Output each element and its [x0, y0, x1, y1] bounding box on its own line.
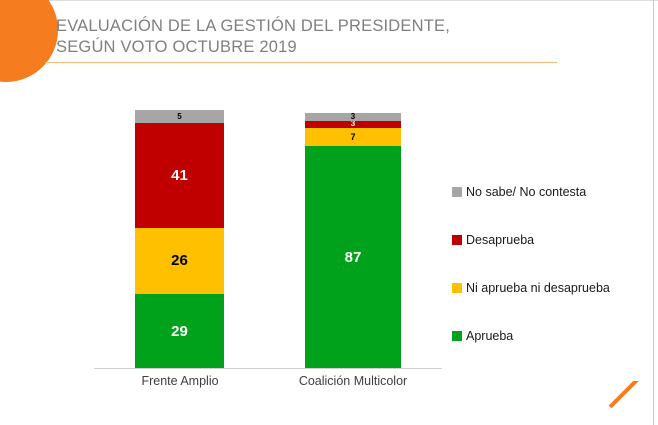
legend-item[interactable]: Aprueba — [452, 312, 652, 360]
slide-right-border — [653, 0, 654, 425]
legend-swatch-icon — [452, 235, 462, 245]
legend-item[interactable]: No sabe/ No contesta — [452, 168, 652, 216]
bar-segment: 29 — [135, 294, 224, 368]
legend-swatch-icon — [452, 331, 462, 341]
legend-item-label: Desaprueba — [466, 233, 535, 247]
legend-item[interactable]: Desaprueba — [452, 216, 652, 264]
chart-baseline-axis — [94, 368, 442, 369]
slide-top-border — [0, 0, 658, 1]
legend-item[interactable]: Ni aprueba ni desaprueba — [452, 264, 652, 312]
bar-value-label: 3 — [350, 111, 356, 121]
bar-value-label: 7 — [350, 131, 356, 142]
legend-swatch-icon — [452, 283, 462, 293]
legend-item-label: No sabe/ No contesta — [466, 185, 587, 199]
legend-swatch-icon — [452, 187, 462, 197]
bar-segment: 7 — [305, 128, 401, 147]
bar-segment: 41 — [135, 123, 224, 228]
legend-item-label: Ni aprueba ni desaprueba — [466, 281, 610, 295]
bar-value-label: 26 — [171, 252, 188, 270]
legend-item-label: Aprueba — [466, 329, 514, 343]
bar-segment: 3 — [305, 111, 401, 121]
bar-1: 29 26 41 5 — [135, 110, 224, 368]
bar-2: 87 7 3 3 — [305, 111, 401, 368]
page-title: EVALUACIÓN DE LA GESTIÓN DEL PRESIDENTE,… — [56, 17, 451, 56]
chart-legend: No sabe/ No contesta Desaprueba Ni aprueba… — [452, 168, 652, 360]
bar-value-label: 29 — [171, 322, 188, 340]
bar-segment: 5 — [135, 110, 224, 124]
bar-value-label: 3 — [350, 119, 356, 129]
bar-segment: 26 — [135, 227, 224, 295]
bar-segment: 87 — [305, 146, 401, 368]
bar-segment: 3 — [305, 119, 401, 129]
bar-value-label: 5 — [177, 111, 182, 121]
bar-value-label: 87 — [344, 248, 362, 266]
slide-title-block: EVALUACIÓN DE LA GESTIÓN DEL PRESIDENTE,… — [56, 16, 576, 58]
bar-value-label: 41 — [171, 166, 188, 184]
title-underline-rule — [45, 62, 557, 63]
category-label: Frente Amplio — [141, 374, 219, 388]
category-label: Coalición Multicolor — [298, 374, 408, 388]
